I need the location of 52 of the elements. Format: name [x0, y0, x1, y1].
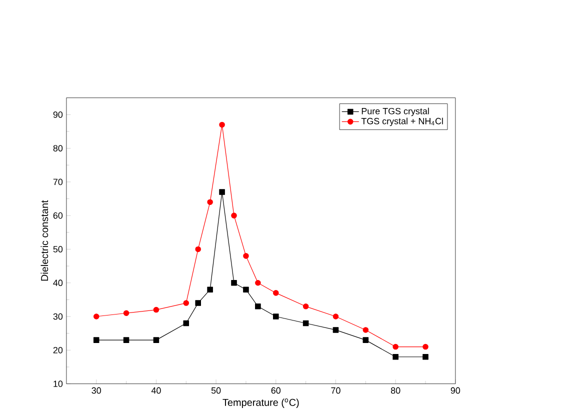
point — [392, 344, 398, 350]
point — [273, 290, 279, 296]
point — [153, 306, 160, 313]
point — [207, 199, 213, 205]
legend-label: TGS crystal + NH$_{4}$Cl — [361, 118, 443, 126]
y-tick-label: 30 — [53, 313, 63, 320]
point — [255, 280, 261, 286]
point — [243, 252, 249, 259]
x-axis-title: Temperature ($^{o}$C) — [222, 398, 299, 408]
point — [123, 310, 130, 316]
y-tick-label: 10 — [54, 380, 63, 387]
x-tick-label: 90 — [450, 387, 460, 394]
point — [231, 212, 237, 218]
point — [183, 300, 190, 306]
x-tick-label: 30 — [92, 387, 101, 394]
y-axis-title: Dielectric constant — [40, 200, 48, 281]
point — [422, 344, 428, 350]
point — [93, 313, 100, 320]
point — [362, 337, 369, 343]
point — [332, 313, 339, 320]
y-tick-label: 90 — [53, 111, 63, 118]
point — [255, 303, 261, 310]
point — [207, 286, 213, 292]
point — [422, 354, 428, 360]
point — [302, 303, 309, 310]
point — [123, 337, 130, 343]
point — [273, 313, 279, 320]
point — [93, 337, 100, 343]
point — [219, 122, 225, 128]
y-tick-label: 60 — [53, 212, 63, 219]
x-tick-label: 50 — [211, 387, 221, 394]
x-tick-label: 70 — [331, 387, 340, 394]
x-tick-label: 80 — [390, 387, 400, 394]
y-tick-label: 70 — [53, 178, 63, 185]
point — [302, 320, 309, 326]
y-tick-label: 80 — [53, 144, 63, 152]
y-tick-label: 50 — [53, 246, 63, 252]
point — [332, 326, 339, 333]
x-tick-label: 60 — [271, 387, 281, 394]
x-tick-label: 40 — [151, 387, 161, 394]
point — [392, 354, 398, 360]
point — [195, 300, 201, 306]
point — [362, 326, 369, 333]
point — [243, 286, 249, 292]
legend-label: Pure TGS crystal — [362, 108, 429, 116]
y-tick-label: 40 — [53, 280, 63, 286]
y-tick-label: 20 — [53, 346, 63, 354]
point — [219, 188, 225, 195]
point — [231, 280, 237, 286]
point — [183, 320, 190, 326]
point — [195, 246, 201, 252]
point — [153, 337, 160, 343]
